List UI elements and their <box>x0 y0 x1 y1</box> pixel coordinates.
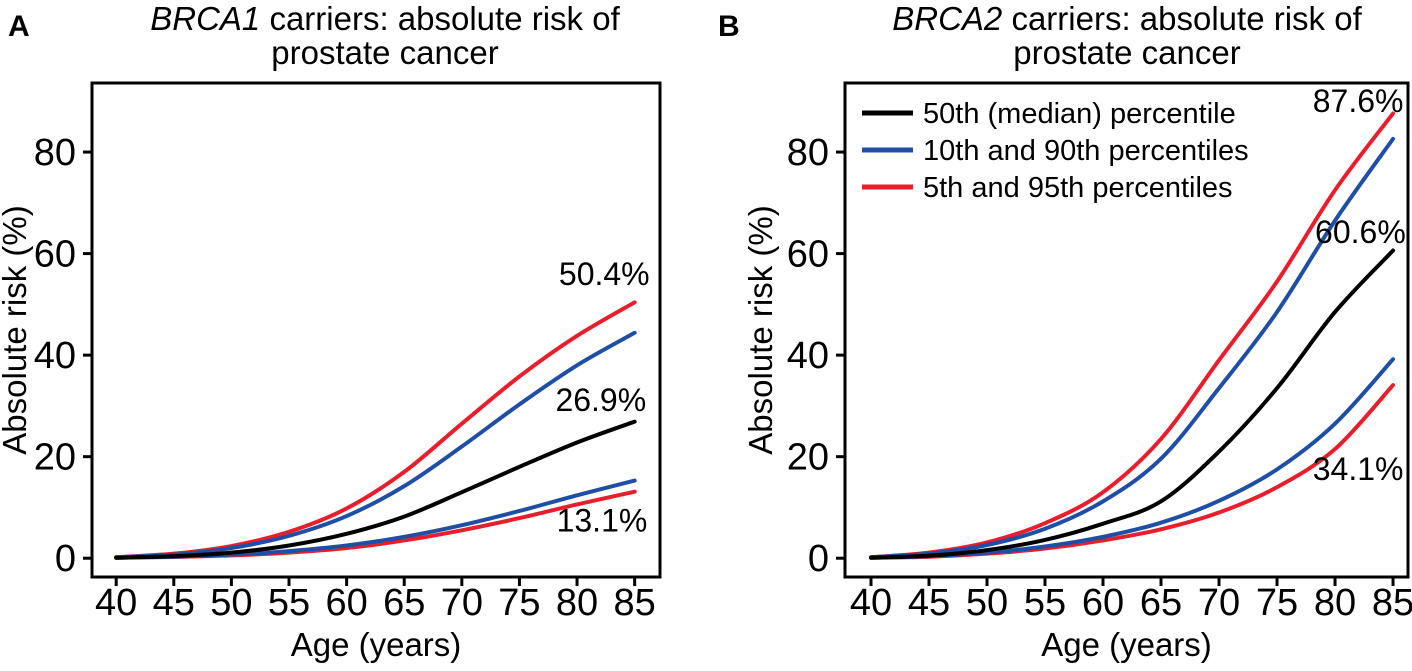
value-label: 34.1% <box>1313 451 1404 487</box>
value-label: 26.9% <box>555 382 646 418</box>
x-tick-label: 55 <box>268 582 310 624</box>
legend-label: 5th and 95th percentiles <box>923 172 1233 204</box>
x-tick-label: 45 <box>153 582 195 624</box>
y-tick-label: 80 <box>34 132 76 174</box>
x-tick-label: 45 <box>908 582 950 624</box>
y-tick-label: 0 <box>808 538 829 580</box>
x-tick-label: 50 <box>210 582 252 624</box>
x-tick-label: 85 <box>614 582 656 624</box>
legend-label: 50th (median) percentile <box>923 98 1236 130</box>
x-tick-label: 65 <box>1140 582 1182 624</box>
x-tick-label: 75 <box>1256 582 1298 624</box>
y-tick-label: 60 <box>34 234 76 276</box>
y-axis-title: Absolute risk (%) <box>742 205 779 454</box>
x-tick-label: 65 <box>383 582 425 624</box>
curve-median <box>868 248 1396 560</box>
chart-title-line: BRCA1 carriers: absolute risk of <box>150 0 620 37</box>
value-label: 13.1% <box>557 502 648 538</box>
plot-frame <box>90 81 662 579</box>
x-axis-title: Age (years) <box>1041 626 1212 663</box>
x-tick-label: 85 <box>1372 582 1412 624</box>
y-tick-label: 0 <box>55 538 76 580</box>
x-tick-label: 50 <box>966 582 1008 624</box>
x-tick-label: 75 <box>498 582 540 624</box>
panel-letter: A <box>8 10 30 43</box>
curve-p90-upper <box>114 330 637 560</box>
value-label: 87.6% <box>1313 83 1404 119</box>
x-axis-title: Age (years) <box>291 626 462 663</box>
chart-title-line: prostate cancer <box>271 34 498 71</box>
value-label: 60.6% <box>1315 214 1406 250</box>
x-tick-label: 60 <box>1082 582 1124 624</box>
x-tick-label: 80 <box>1314 582 1356 624</box>
y-tick-label: 20 <box>34 437 76 479</box>
chart-panel-brca1: A BRCA1 carriers: absolute risk ofprostat… <box>0 0 662 663</box>
x-tick-label: 60 <box>325 582 367 624</box>
x-tick-label: 70 <box>1198 582 1240 624</box>
y-tick-label: 80 <box>787 132 829 174</box>
x-tick-label: 55 <box>1024 582 1066 624</box>
chart-title-line: BRCA2 carriers: absolute risk of <box>892 0 1362 37</box>
value-label: 50.4% <box>559 256 650 292</box>
x-tick-label: 40 <box>850 582 892 624</box>
plot-frame <box>843 81 1410 579</box>
chart-panel-brca2: B BRCA2 carriers: absolute risk ofprostat… <box>718 0 1412 663</box>
y-tick-label: 40 <box>34 335 76 377</box>
x-tick-label: 70 <box>441 582 483 624</box>
chart-title-line: prostate cancer <box>1013 34 1240 71</box>
y-tick-label: 60 <box>787 234 829 276</box>
curve-median <box>114 419 637 560</box>
y-tick-label: 20 <box>787 437 829 479</box>
x-tick-label: 80 <box>556 582 598 624</box>
legend-label: 10th and 90th percentiles <box>923 135 1249 167</box>
y-tick-label: 40 <box>787 335 829 377</box>
y-axis-title: Absolute risk (%) <box>0 205 33 454</box>
panel-letter: B <box>718 10 740 43</box>
x-tick-label: 40 <box>95 582 137 624</box>
curve-p90-upper <box>868 136 1396 560</box>
